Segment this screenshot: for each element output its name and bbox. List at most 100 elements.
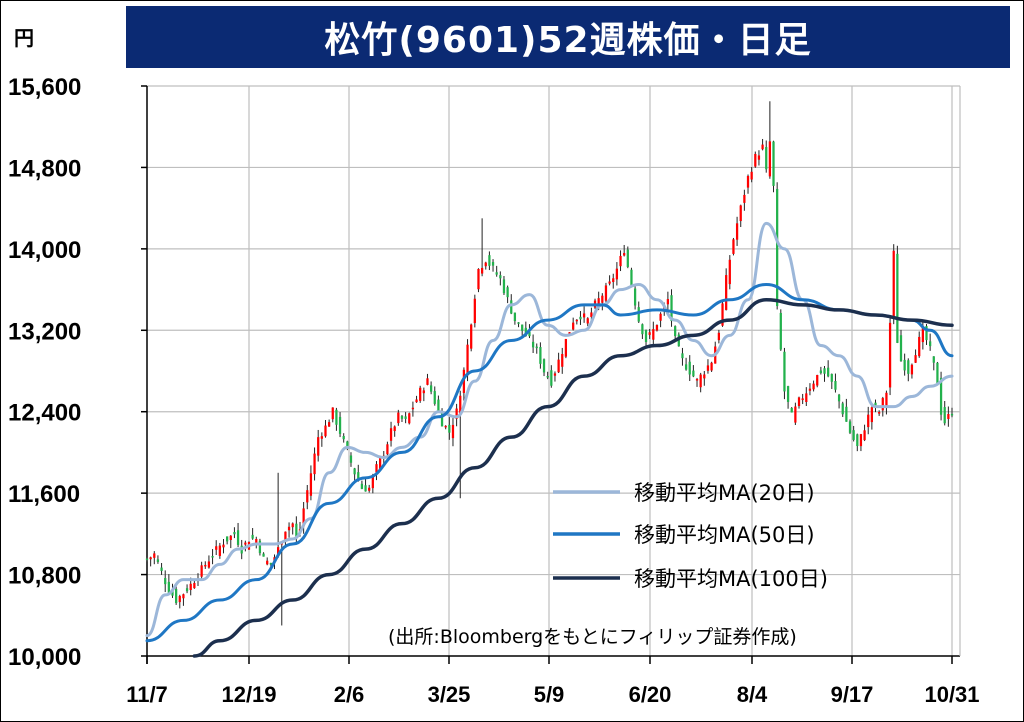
candle-up (888, 322, 892, 388)
candle-down (626, 249, 629, 267)
candle-down (932, 356, 935, 363)
candle-up (564, 339, 568, 357)
candle-up (623, 253, 626, 256)
candle-up (797, 397, 801, 407)
candle-up (309, 473, 313, 496)
candle-up (586, 318, 589, 324)
candle-up (878, 412, 881, 414)
candle-up (451, 424, 455, 439)
candle-up (601, 295, 604, 303)
candle-down (164, 578, 167, 585)
candle-up (244, 542, 247, 545)
candle-up (386, 444, 389, 455)
candle-up (557, 359, 560, 373)
candle-up (568, 332, 571, 335)
candle-down (429, 385, 433, 392)
candle-up (455, 408, 458, 419)
candle-up (914, 355, 917, 363)
x-tick-label: 3/25 (428, 682, 471, 707)
candle-down (776, 188, 779, 307)
candle-down (641, 324, 644, 335)
candle-down (681, 353, 684, 359)
candle-down (841, 403, 844, 415)
candle-up (255, 539, 258, 545)
candle-down (175, 588, 178, 604)
candle-up (317, 437, 320, 456)
candle-up (652, 329, 655, 340)
candle-up (389, 428, 393, 441)
candle-up (710, 362, 713, 371)
candle-down (360, 483, 364, 489)
candle-up (320, 436, 323, 439)
candle-up (415, 399, 418, 403)
candle-up (368, 487, 371, 491)
candle-up (597, 298, 600, 308)
candle-down (772, 141, 775, 186)
candle-up (313, 453, 316, 475)
candle-up (794, 406, 797, 423)
candle-up (426, 378, 429, 385)
candle-up (666, 299, 670, 305)
candle-down (513, 312, 517, 322)
x-tick-label: 11/7 (126, 682, 168, 707)
candle-up (881, 398, 884, 411)
y-tick-label: 10,800 (8, 563, 81, 590)
candle-down (433, 391, 436, 404)
candle-up (393, 426, 396, 432)
ma-line-2 (192, 297, 954, 658)
candle-up (892, 250, 895, 318)
candle-up (291, 523, 294, 528)
candle-up (721, 303, 724, 326)
candle-up (462, 369, 466, 393)
candle-down (950, 413, 954, 416)
candle-down (531, 341, 535, 348)
candle-down (160, 567, 163, 571)
candle-down (856, 434, 859, 447)
candle-down (295, 523, 298, 538)
candle-up (470, 324, 473, 349)
candle-up (327, 422, 331, 427)
candle-down (936, 362, 939, 384)
candle-down (539, 347, 542, 364)
y-tick-label: 13,200 (8, 318, 81, 345)
candle-down (550, 370, 553, 386)
candle-down (535, 346, 538, 349)
candle-down (688, 361, 691, 375)
candle-down (637, 307, 640, 322)
candle-down (929, 341, 932, 347)
candle-up (739, 205, 742, 222)
x-tick-label: 2/6 (334, 682, 365, 707)
candle-down (783, 351, 786, 392)
plot-border (146, 86, 961, 664)
candle-down (404, 416, 407, 419)
candle-up (812, 383, 815, 390)
candle-down (830, 373, 833, 382)
candle-up (612, 278, 615, 282)
candle-up (801, 398, 804, 401)
candle-down (907, 360, 910, 374)
candle-up (149, 557, 152, 560)
grid-lines (147, 85, 960, 656)
candle-down (630, 269, 633, 286)
candle-down (827, 367, 830, 377)
candle-up (408, 413, 411, 424)
candle-down (874, 402, 877, 406)
legend-label: 移動平均MA(100日) (634, 567, 828, 591)
candle-up (805, 393, 808, 402)
candle-up (331, 407, 334, 420)
candle-down (349, 455, 353, 463)
candle-down (845, 406, 848, 422)
candle-up (655, 324, 659, 331)
candle-down (939, 377, 943, 415)
candle-down (258, 540, 262, 554)
candle-up (757, 155, 761, 160)
candle-down (684, 364, 688, 370)
candle-up (553, 373, 557, 376)
candle-down (353, 468, 356, 475)
candle-down (145, 558, 149, 561)
candle-up (287, 526, 291, 531)
x-axis: 11/7 12/19 2/6 3/25 5/9 6/20 8/4 9/17 10/31 (126, 656, 980, 707)
candle-up (918, 336, 921, 357)
candle-down (262, 553, 265, 557)
